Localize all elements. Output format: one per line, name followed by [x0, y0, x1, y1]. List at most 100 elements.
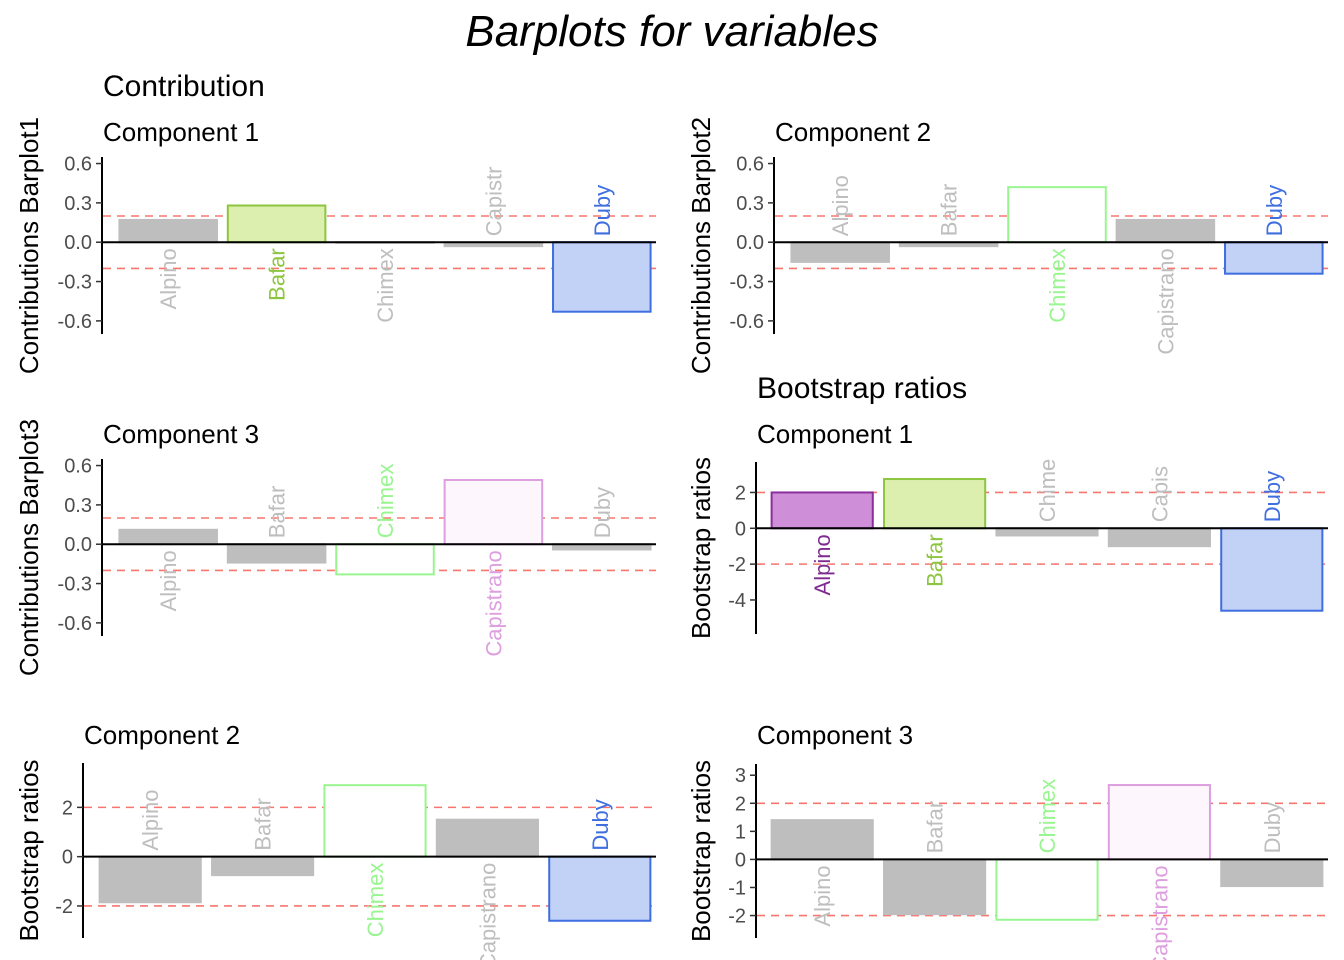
y-tick-label: 1: [735, 821, 746, 843]
bar-label: Capistrano: [1153, 248, 1178, 354]
panel-subtitle: Component 3: [757, 720, 913, 750]
y-tick-label: 0: [62, 847, 73, 869]
panel-subtitle: Component 1: [757, 419, 913, 449]
bar-bafar: [226, 204, 327, 244]
bar-capistrano: [443, 478, 544, 546]
panel-4: Component 1 Bootstrap ratios -4 -2 0 2 Alpino B…: [686, 419, 1328, 639]
y-tick-label: 0.3: [64, 193, 92, 215]
y-tick-label: 2: [735, 793, 746, 815]
y-axis-label: Contributions Barplot1: [14, 117, 44, 374]
bar-bafar: [211, 855, 315, 877]
bar-duby: [552, 241, 652, 313]
bar-label: Bafar: [265, 248, 290, 301]
y-axis-label: Contributions Barplot2: [686, 117, 716, 374]
bar-chimex: [995, 858, 1099, 921]
bar-duby: [1220, 858, 1324, 888]
y-tick-label: -0.6: [58, 311, 92, 333]
bar-label: Alpino: [810, 534, 835, 595]
y-tick-label: -2: [728, 554, 746, 576]
panel-3: Component 3 Contributions Barplot3 -0.6 -0.…: [14, 419, 656, 676]
y-axis-label: Bootstrap ratios: [14, 759, 44, 941]
panel-6: Component 3 Bootstrap ratios -2 -1 0 1 2 3 Alpin…: [686, 720, 1328, 960]
bar-chimex: [335, 543, 435, 576]
bar-label: Bafar: [923, 801, 948, 854]
y-tick-label: -0.3: [730, 272, 764, 294]
bar-alpino: [98, 855, 202, 904]
bar-alpino: [770, 819, 874, 861]
bar-chimex: [1007, 186, 1107, 244]
panel-subtitle: Component 2: [775, 117, 931, 147]
bar-label: Capistrano: [481, 550, 506, 656]
y-tick-label: -1: [728, 877, 746, 899]
y-tick-label: 0: [735, 518, 746, 540]
bar-label: Capistrano: [475, 863, 500, 960]
y-tick-label: 3: [735, 765, 746, 787]
bar-label: Chime: [1035, 459, 1060, 523]
y-tick-label: -0.6: [58, 613, 92, 635]
bar-alpino: [790, 241, 890, 263]
bar-label: Duby: [588, 799, 613, 850]
y-tick-label: 2: [735, 482, 746, 504]
bar-label: Duby: [1260, 802, 1285, 853]
y-tick-label: 0.6: [64, 456, 92, 478]
bar-label: Chimex: [363, 863, 388, 938]
bar-chimex: [323, 784, 427, 858]
bar-label: Duby: [1262, 185, 1287, 236]
bar-label: Bafar: [251, 798, 276, 851]
bar-label: Chimex: [373, 464, 398, 539]
bar-alpino: [770, 491, 874, 530]
bar-label: Alpino: [156, 550, 181, 611]
bar-bafar: [883, 478, 987, 530]
y-tick-label: 0.0: [64, 232, 92, 254]
bar-duby: [1220, 527, 1324, 612]
bar-label: Duby: [1260, 471, 1285, 522]
panel-subtitle: Component 2: [84, 720, 240, 750]
bar-alpino: [118, 528, 218, 546]
bar-label: Duby: [590, 185, 615, 236]
section-title-contribution: Contribution: [103, 70, 265, 103]
bar-bafar: [883, 858, 987, 916]
bar-label: Chimex: [1035, 779, 1060, 854]
bar-chimex: [995, 527, 1099, 537]
y-axis-label: Bootstrap ratios: [686, 457, 716, 639]
bar-label: Chimex: [1045, 248, 1070, 323]
y-axis-label: Contributions Barplot3: [14, 419, 44, 676]
y-tick-label: 0.6: [64, 154, 92, 176]
y-tick-label: 0.6: [736, 154, 764, 176]
bar-capistrano: [1115, 218, 1216, 244]
y-tick-label: 0.3: [736, 193, 764, 215]
y-tick-label: 0: [735, 849, 746, 871]
y-tick-label: 0.3: [64, 495, 92, 517]
bar-capistrano: [1107, 784, 1211, 861]
panels-group: Component 1 Contributions Barplot1 -0.6 -0.…: [14, 117, 1328, 960]
y-tick-label: 0.0: [64, 534, 92, 556]
y-tick-label: -2: [728, 906, 746, 928]
bar-label: Chimex: [373, 248, 398, 323]
section-title-bootstrap: Bootstrap ratios: [757, 372, 967, 405]
bar-label: Bafar: [265, 486, 290, 539]
bar-label: Bafar: [923, 534, 948, 587]
bar-label: Capis: [1147, 466, 1172, 522]
bar-capistrano: [435, 818, 539, 858]
panel-subtitle: Component 1: [103, 117, 259, 147]
y-tick-label: -0.6: [730, 311, 764, 333]
panel-subtitle: Component 3: [103, 419, 259, 449]
bar-duby: [1224, 241, 1324, 275]
bar-label: Duby: [590, 487, 615, 538]
bar-duby: [548, 855, 652, 922]
panel-2: Component 2 Contributions Barplot2 -0.6 -0.…: [686, 117, 1328, 374]
bar-label: Bafar: [937, 184, 962, 237]
bar-label: Capistrano: [1147, 865, 1172, 960]
y-tick-label: -4: [728, 590, 746, 612]
bar-label: Alpino: [156, 248, 181, 309]
y-tick-label: -0.3: [58, 272, 92, 294]
bar-label: Alpino: [138, 790, 163, 851]
bar-label: Alpino: [810, 865, 835, 926]
main-title: Barplots for variables: [465, 7, 878, 56]
bar-alpino: [118, 218, 218, 244]
panel-1: Component 1 Contributions Barplot1 -0.6 -0.…: [14, 117, 656, 374]
y-tick-label: 0.0: [736, 232, 764, 254]
bar-bafar: [226, 543, 327, 564]
y-tick-label: 2: [62, 797, 73, 819]
